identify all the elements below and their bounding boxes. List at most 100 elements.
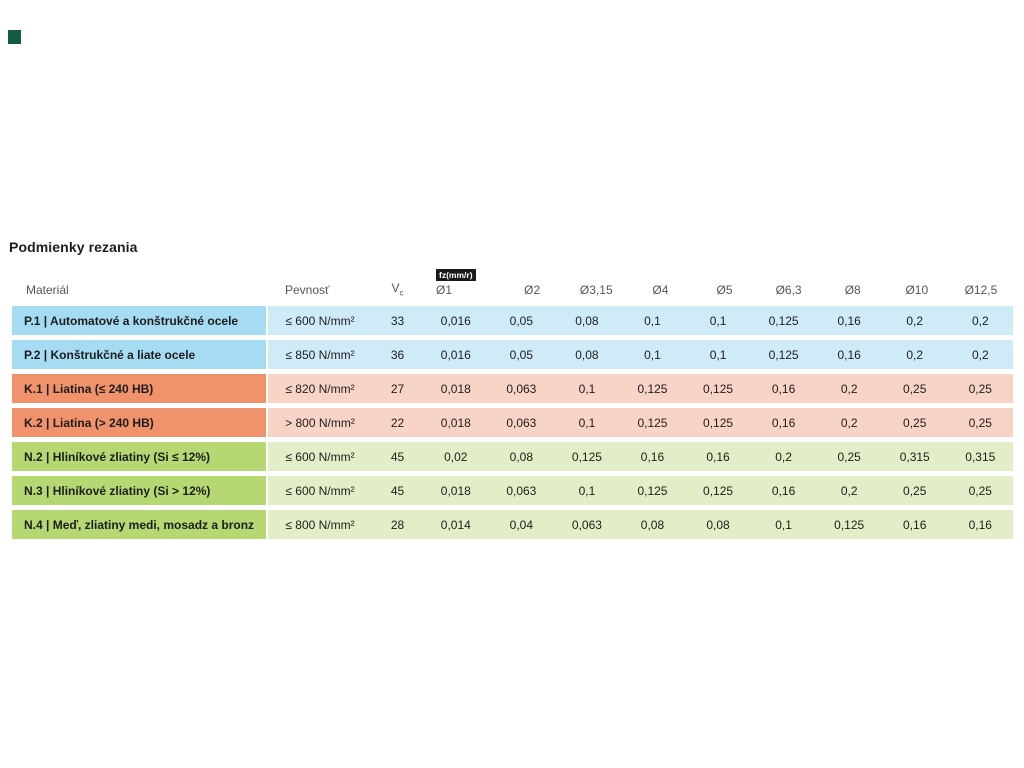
header-pevnost: Pevnosť xyxy=(285,283,330,297)
fz-value-cell: 0,08 xyxy=(575,313,599,328)
row-band: ≤ 600 N/mm² 45 0,018 0,063 0,1 0,125 0,1… xyxy=(268,476,1013,505)
row-spacer xyxy=(266,340,268,369)
vc-cell: 22 xyxy=(390,415,405,430)
table-row: N.2 | Hliníkové zliatiny (Si ≤ 12%) ≤ 60… xyxy=(12,442,1013,471)
fz-value-cell: 0,063 xyxy=(506,381,537,396)
fz-value-cell: 0,25 xyxy=(903,483,927,498)
logo-mark xyxy=(8,30,21,44)
fz-value-cell: 0,2 xyxy=(971,347,989,362)
fz-value-cell: 0,014 xyxy=(440,517,471,532)
fz-value-cell: 0,2 xyxy=(906,313,924,328)
header-diameter-2: Ø2 xyxy=(524,283,541,297)
fz-value-cell: 0,315 xyxy=(899,449,930,464)
table-header-row: Materiál Pevnosť Vc fz(mm/r) Ø1 Ø2 Ø3,15… xyxy=(12,266,1013,300)
header-diameter-1-label: Ø1 xyxy=(436,283,453,297)
header-diameter-5: Ø5 xyxy=(716,283,733,297)
header-vc: Vc xyxy=(372,281,423,300)
material-cell: N.3 | Hliníkové zliatiny (Si > 12%) xyxy=(12,476,266,505)
fz-value-cell: 0,16 xyxy=(903,517,927,532)
row-spacer xyxy=(266,408,268,437)
fz-value-cell: 0,018 xyxy=(440,483,471,498)
vc-cell: 45 xyxy=(390,483,405,498)
pevnost-cell: ≤ 600 N/mm² xyxy=(285,313,355,328)
row-spacer xyxy=(266,374,268,403)
header-diameter-6: Ø6,3 xyxy=(775,283,802,297)
table-body: P.1 | Automatové a konštrukčné ocele ≤ 6… xyxy=(12,306,1013,539)
row-spacer xyxy=(266,442,268,471)
fz-value-cell: 0,1 xyxy=(775,517,792,532)
fz-value-cell: 0,25 xyxy=(903,381,927,396)
header-vc-main: V xyxy=(391,280,400,295)
material-cell: K.2 | Liatina (> 240 HB) xyxy=(12,408,266,437)
table-row: N.4 | Meď, zliatiny medi, mosadz a bronz… xyxy=(12,510,1013,539)
row-spacer xyxy=(266,306,268,335)
fz-value-cell: 0,08 xyxy=(706,517,730,532)
fz-value-cell: 0,25 xyxy=(968,381,992,396)
fz-value-cell: 0,125 xyxy=(571,449,602,464)
fz-value-cell: 0,125 xyxy=(703,415,734,430)
fz-value-cell: 0,063 xyxy=(506,415,537,430)
row-spacer xyxy=(266,510,268,539)
fz-value-cell: 0,25 xyxy=(903,415,927,430)
fz-value-cell: 0,125 xyxy=(637,381,668,396)
fz-value-cell: 0,16 xyxy=(640,449,665,464)
fz-value-cell: 0,16 xyxy=(771,415,796,430)
material-cell: P.2 | Konštrukčné a liate ocele xyxy=(12,340,266,369)
fz-value-cell: 0,063 xyxy=(571,517,602,532)
fz-value-cell: 0,016 xyxy=(440,313,471,328)
fz-value-cell: 0,1 xyxy=(578,415,596,430)
fz-value-cell: 0,25 xyxy=(968,483,992,498)
fz-value-cell: 0,04 xyxy=(509,517,534,532)
page-title: Podmienky rezania xyxy=(9,239,138,255)
material-cell: K.1 | Liatina (≤ 240 HB) xyxy=(12,374,266,403)
fz-value-cell: 0,1 xyxy=(644,313,661,328)
pevnost-cell: ≤ 850 N/mm² xyxy=(285,347,355,362)
fz-value-cell: 0,018 xyxy=(440,415,471,430)
table-row: K.1 | Liatina (≤ 240 HB) ≤ 820 N/mm² 27 … xyxy=(12,374,1013,403)
vc-cell: 33 xyxy=(390,313,405,328)
fz-value-cell: 0,315 xyxy=(965,449,996,464)
header-band: Pevnosť Vc fz(mm/r) Ø1 Ø2 Ø3,15 Ø4 Ø5 Ø6… xyxy=(268,269,1013,300)
pevnost-cell: ≤ 800 N/mm² xyxy=(285,517,355,532)
fz-value-cell: 0,018 xyxy=(440,381,471,396)
header-diameter-4: Ø4 xyxy=(652,283,669,297)
fz-value-cell: 0,1 xyxy=(709,313,727,328)
fz-value-cell: 0,063 xyxy=(506,483,537,498)
fz-value-cell: 0,125 xyxy=(703,381,734,396)
vc-cell: 45 xyxy=(390,449,405,464)
fz-value-cell: 0,016 xyxy=(440,347,471,362)
table-row: K.2 | Liatina (> 240 HB) > 800 N/mm² 22 … xyxy=(12,408,1013,437)
fz-value-cell: 0,2 xyxy=(840,415,858,430)
row-band: ≤ 600 N/mm² 45 0,02 0,08 0,125 0,16 0,16… xyxy=(268,442,1013,471)
fz-value-cell: 0,05 xyxy=(509,313,534,328)
table-row: N.3 | Hliníkové zliatiny (Si > 12%) ≤ 60… xyxy=(12,476,1013,505)
row-band: > 800 N/mm² 22 0,018 0,063 0,1 0,125 0,1… xyxy=(268,408,1013,437)
pevnost-cell: > 800 N/mm² xyxy=(285,415,355,430)
fz-value-cell: 0,2 xyxy=(840,381,858,396)
fz-value-cell: 0,2 xyxy=(840,483,858,498)
fz-value-cell: 0,1 xyxy=(578,381,596,396)
fz-value-cell: 0,125 xyxy=(637,483,668,498)
fz-value-cell: 0,16 xyxy=(771,381,796,396)
fz-value-cell: 0,02 xyxy=(444,449,468,464)
table-row: P.1 | Automatové a konštrukčné ocele ≤ 6… xyxy=(12,306,1013,335)
fz-value-cell: 0,25 xyxy=(837,449,861,464)
material-cell: N.4 | Meď, zliatiny medi, mosadz a bronz xyxy=(12,510,266,539)
vc-cell: 36 xyxy=(390,347,405,362)
cutting-conditions-table: Materiál Pevnosť Vc fz(mm/r) Ø1 Ø2 Ø3,15… xyxy=(12,266,1013,539)
fz-value-cell: 0,125 xyxy=(834,517,865,532)
fz-value-cell: 0,2 xyxy=(971,313,989,328)
fz-value-cell: 0,16 xyxy=(771,483,796,498)
fz-value-cell: 0,125 xyxy=(768,347,799,362)
vc-cell: 27 xyxy=(390,381,405,396)
row-band: ≤ 800 N/mm² 28 0,014 0,04 0,063 0,08 0,0… xyxy=(268,510,1013,539)
fz-value-cell: 0,2 xyxy=(906,347,924,362)
fz-value-cell: 0,08 xyxy=(509,449,534,464)
pevnost-cell: ≤ 600 N/mm² xyxy=(285,449,355,464)
vc-cell: 28 xyxy=(390,517,405,532)
row-band: ≤ 820 N/mm² 27 0,018 0,063 0,1 0,125 0,1… xyxy=(268,374,1013,403)
fz-value-cell: 0,16 xyxy=(706,449,730,464)
header-material: Materiál xyxy=(26,283,69,297)
header-vc-sub: c xyxy=(399,288,404,297)
